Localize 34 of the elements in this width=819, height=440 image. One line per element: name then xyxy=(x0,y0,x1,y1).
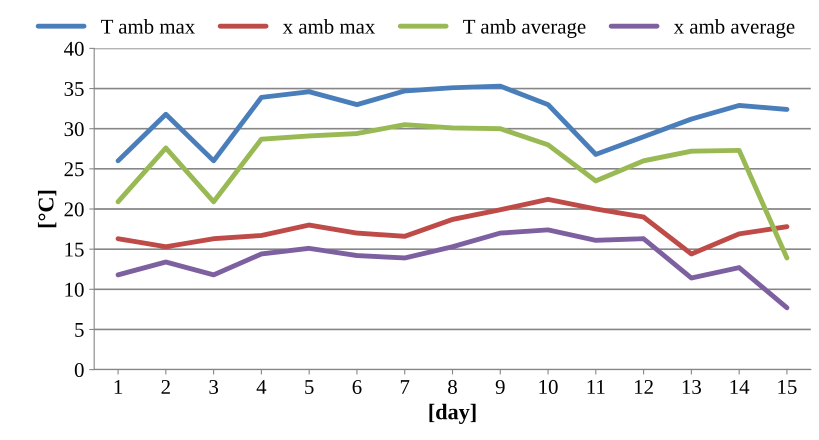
x-axis-title: [day] xyxy=(429,404,476,424)
x-tick-label: 1 xyxy=(114,380,122,394)
y-tick-label: 20 xyxy=(64,202,84,216)
y-tick-label: 15 xyxy=(65,242,84,257)
legend-label: x amb average xyxy=(674,19,794,38)
x-tick-label: 14 xyxy=(730,380,750,394)
legend-label: T amb max xyxy=(101,19,195,34)
y-tick-label: 30 xyxy=(64,122,84,136)
y-tick-label: 35 xyxy=(64,82,84,96)
x-tick-label: 6 xyxy=(352,380,362,394)
x-tick-label: 5 xyxy=(305,380,314,394)
legend-label: T amb average xyxy=(463,19,586,38)
line-series xyxy=(116,227,790,310)
y-tick-label: 0 xyxy=(74,362,84,378)
y-tick-label: 5 xyxy=(75,323,84,337)
y-tick-label: 25 xyxy=(64,162,84,176)
line-series xyxy=(116,196,790,256)
x-tick-label: 12 xyxy=(635,380,653,394)
x-tick-label: 3 xyxy=(209,380,218,394)
y-tick-label: 40 xyxy=(64,42,84,56)
x-tick-label: 9 xyxy=(496,380,505,394)
x-tick-label: 7 xyxy=(400,380,410,394)
y-axis-title: [°C] xyxy=(38,190,56,228)
x-tick-label: 10 xyxy=(539,380,558,394)
x-tick-label: 11 xyxy=(588,380,605,394)
x-tick-label: 13 xyxy=(682,380,701,394)
line-series xyxy=(116,122,790,260)
y-tick-label: 10 xyxy=(65,282,84,297)
line-series xyxy=(116,84,790,164)
x-tick-label: 2 xyxy=(162,380,170,394)
x-tick-label: 4 xyxy=(256,380,266,394)
legend-label: x amb max xyxy=(282,19,376,34)
x-tick-label: 8 xyxy=(448,380,457,394)
x-tick-label: 15 xyxy=(778,380,797,394)
